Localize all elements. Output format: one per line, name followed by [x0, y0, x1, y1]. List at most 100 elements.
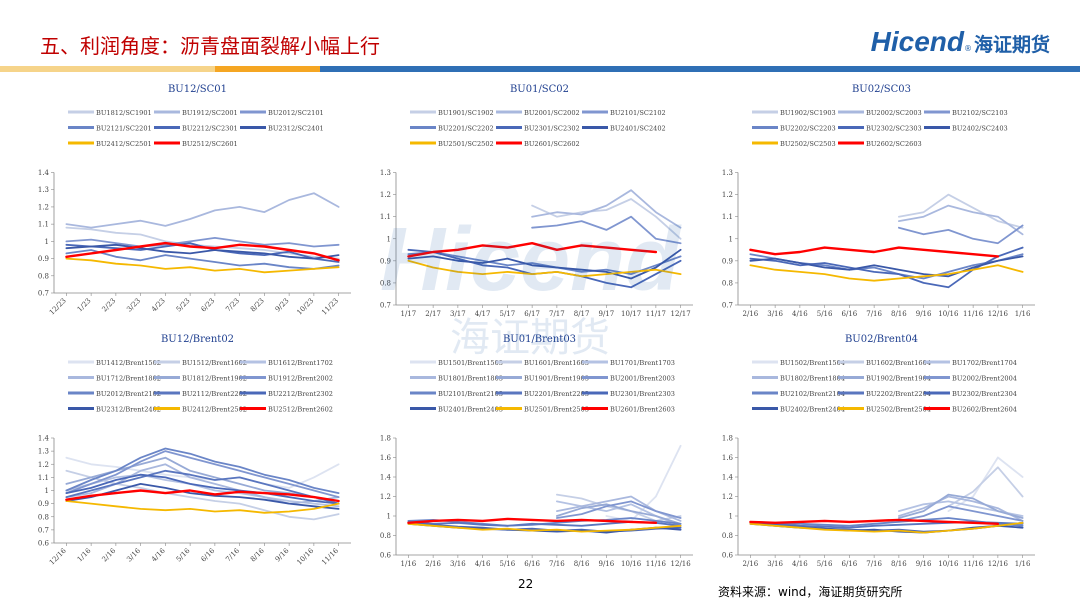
legend-item: BU2502/Brent2504	[838, 406, 931, 414]
x-tick-label: 7/16	[866, 560, 882, 568]
legend-label: BU2412/Brent2502	[182, 406, 247, 414]
legend-label: BU2012/SC2101	[268, 109, 324, 117]
x-tick-label: 4/16	[792, 560, 808, 568]
legend-item: BU1912/Brent2002	[240, 375, 333, 383]
x-tick-label: 10/16	[295, 546, 315, 566]
y-tick-label: 0.9	[38, 255, 49, 263]
legend-item: BU2201/SC2202	[410, 125, 494, 133]
legend-item: BU2121/SC2201	[68, 125, 152, 133]
chart-title: BU12/Brent02	[161, 334, 234, 345]
chart-svg: BU12/Brent02 BU1412/Brent1502 BU1512/Brent…	[38, 334, 351, 567]
x-tick-label: 12/16	[988, 560, 1009, 568]
y-tick-label: 1.3	[722, 169, 733, 177]
y-tick-label: 1	[45, 238, 49, 246]
x-tick-label: 7/16	[549, 560, 565, 568]
legend-item: BU2012/SC2101	[240, 109, 324, 117]
chart-panel-bu12-brent02: BU12/Brent02 BU1412/Brent1502 BU1512/Brent…	[30, 330, 365, 575]
legend-label: BU2212/SC2301	[182, 125, 238, 133]
legend-item: BU1512/Brent1602	[154, 359, 247, 367]
legend-label: BU2302/Brent2304	[952, 390, 1017, 398]
legend-label: BU1912/Brent2002	[268, 375, 333, 383]
legend-item: BU2412/Brent2502	[154, 406, 247, 414]
legend-label: BU1612/Brent1702	[268, 359, 333, 367]
y-tick-label: 1.6	[380, 454, 392, 462]
y-tick-label: 1.4	[722, 474, 734, 482]
legend-label: BU1812/Brent1902	[182, 375, 247, 383]
legend-item: BU2501/SC2502	[410, 140, 494, 148]
legend-item: BU2212/SC2301	[154, 125, 238, 133]
y-tick-label: 0.7	[722, 302, 733, 310]
x-tick-label: 10/16	[938, 310, 959, 318]
x-tick-label: 1/16	[1015, 310, 1031, 318]
legend-item: BU2312/Brent2402	[68, 406, 161, 414]
legend-item: BU1502/Brent1504	[752, 359, 845, 367]
legend-item: BU2001/SC2002	[496, 109, 580, 117]
legend-item: BU1602/Brent1604	[838, 359, 931, 367]
legend-label: BU2402/Brent2404	[780, 406, 845, 414]
chart-title: BU12/SC01	[168, 84, 227, 95]
legend-label: BU1812/SC1901	[96, 109, 152, 117]
y-tick-label: 1.8	[380, 435, 391, 443]
legend-label: BU2102/Brent2104	[780, 390, 845, 398]
chart-svg: BU02/Brent04 BU1502/Brent1504 BU1602/Brent…	[722, 334, 1035, 568]
legend-label: BU1901/SC1902	[438, 109, 494, 117]
legend-label: BU1902/SC1903	[780, 109, 836, 117]
legend-label: BU2102/SC2103	[952, 109, 1008, 117]
x-tick-label: 2/16	[425, 560, 441, 568]
x-tick-label: 10/16	[938, 560, 959, 568]
legend-label: BU2201/Brent2203	[524, 390, 589, 398]
x-tick-label: 6/16	[524, 560, 540, 568]
legend-label: BU2512/Brent2602	[268, 406, 333, 414]
legend-label: BU1602/Brent1604	[866, 359, 931, 367]
x-tick-label: 3/23	[125, 297, 142, 314]
x-tick-label: 11/16	[646, 560, 667, 568]
y-tick-label: 1.2	[38, 203, 49, 211]
y-tick-label: 0.8	[722, 532, 733, 540]
legend-label: BU2601/SC2602	[524, 140, 580, 148]
x-tick-label: 11/23	[320, 297, 340, 317]
legend-item: BU2602/SC2603	[838, 140, 922, 148]
chart-svg: BU12/SC01 BU1812/SC1901 BU1912/SC2001 BU201…	[38, 84, 351, 317]
series-line-bu2502-brent2504	[749, 521, 1024, 534]
x-tick-label: 6/23	[200, 297, 217, 314]
y-tick-label: 1.4	[38, 435, 50, 443]
legend-item: BU2401/Brent2403	[410, 406, 503, 414]
series-line-bu2501-sc2502	[407, 259, 682, 278]
series-line-bu2002-sc2003	[898, 204, 1024, 236]
series-line-bu1902-sc1903	[898, 193, 1024, 229]
series-line-bu2602-brent2604	[749, 518, 1000, 525]
x-tick-label: 2/17	[425, 310, 441, 318]
y-tick-label: 1.1	[380, 213, 391, 221]
series-line-bu1901-brent1903	[556, 503, 682, 525]
x-tick-label: 9/17	[599, 310, 615, 318]
legend-label: BU1412/Brent1502	[96, 359, 161, 367]
series-line-bu1612-brent1702	[65, 473, 340, 508]
legend-item: BU2101/SC2102	[582, 109, 666, 117]
x-tick-label: 9/16	[274, 546, 291, 563]
legend-label: BU2402/SC2403	[952, 125, 1008, 133]
legend-item: BU2202/Brent2204	[838, 390, 931, 398]
y-tick-label: 0.8	[38, 272, 49, 280]
x-tick-label: 2/23	[101, 297, 118, 314]
legend-label: BU2001/Brent2003	[610, 375, 675, 383]
legend-label: BU2502/SC2503	[780, 140, 836, 148]
y-tick-label: 0.8	[722, 279, 733, 287]
legend-item: BU1702/Brent1704	[924, 359, 1017, 367]
x-tick-label: 1/16	[76, 546, 93, 563]
legend-item: BU1501/Brent1503	[410, 359, 503, 367]
logo-registered-mark: ®	[963, 44, 972, 53]
legend-item: BU2601/Brent2603	[582, 406, 675, 414]
x-tick-label: 10/23	[295, 297, 315, 317]
legend-label: BU1702/Brent1704	[952, 359, 1017, 367]
x-tick-label: 6/16	[842, 560, 858, 568]
chart-title: BU01/Brent03	[503, 334, 576, 345]
x-tick-label: 3/16	[450, 560, 466, 568]
series-line-bu1912-sc2001	[65, 192, 340, 229]
series-line-bu2001-sc2002	[531, 189, 682, 229]
series-line-bu2401-sc2402	[407, 248, 682, 280]
series-line-bu1901-sc1902	[531, 198, 682, 240]
chart-panel-bu12-sc01: BU12/SC01 BU1812/SC1901 BU1912/SC2001 BU201…	[30, 80, 365, 325]
x-tick-label: 10/16	[621, 560, 642, 568]
x-tick-label: 4/16	[150, 546, 167, 563]
legend-item: BU2301/SC2302	[496, 125, 580, 133]
